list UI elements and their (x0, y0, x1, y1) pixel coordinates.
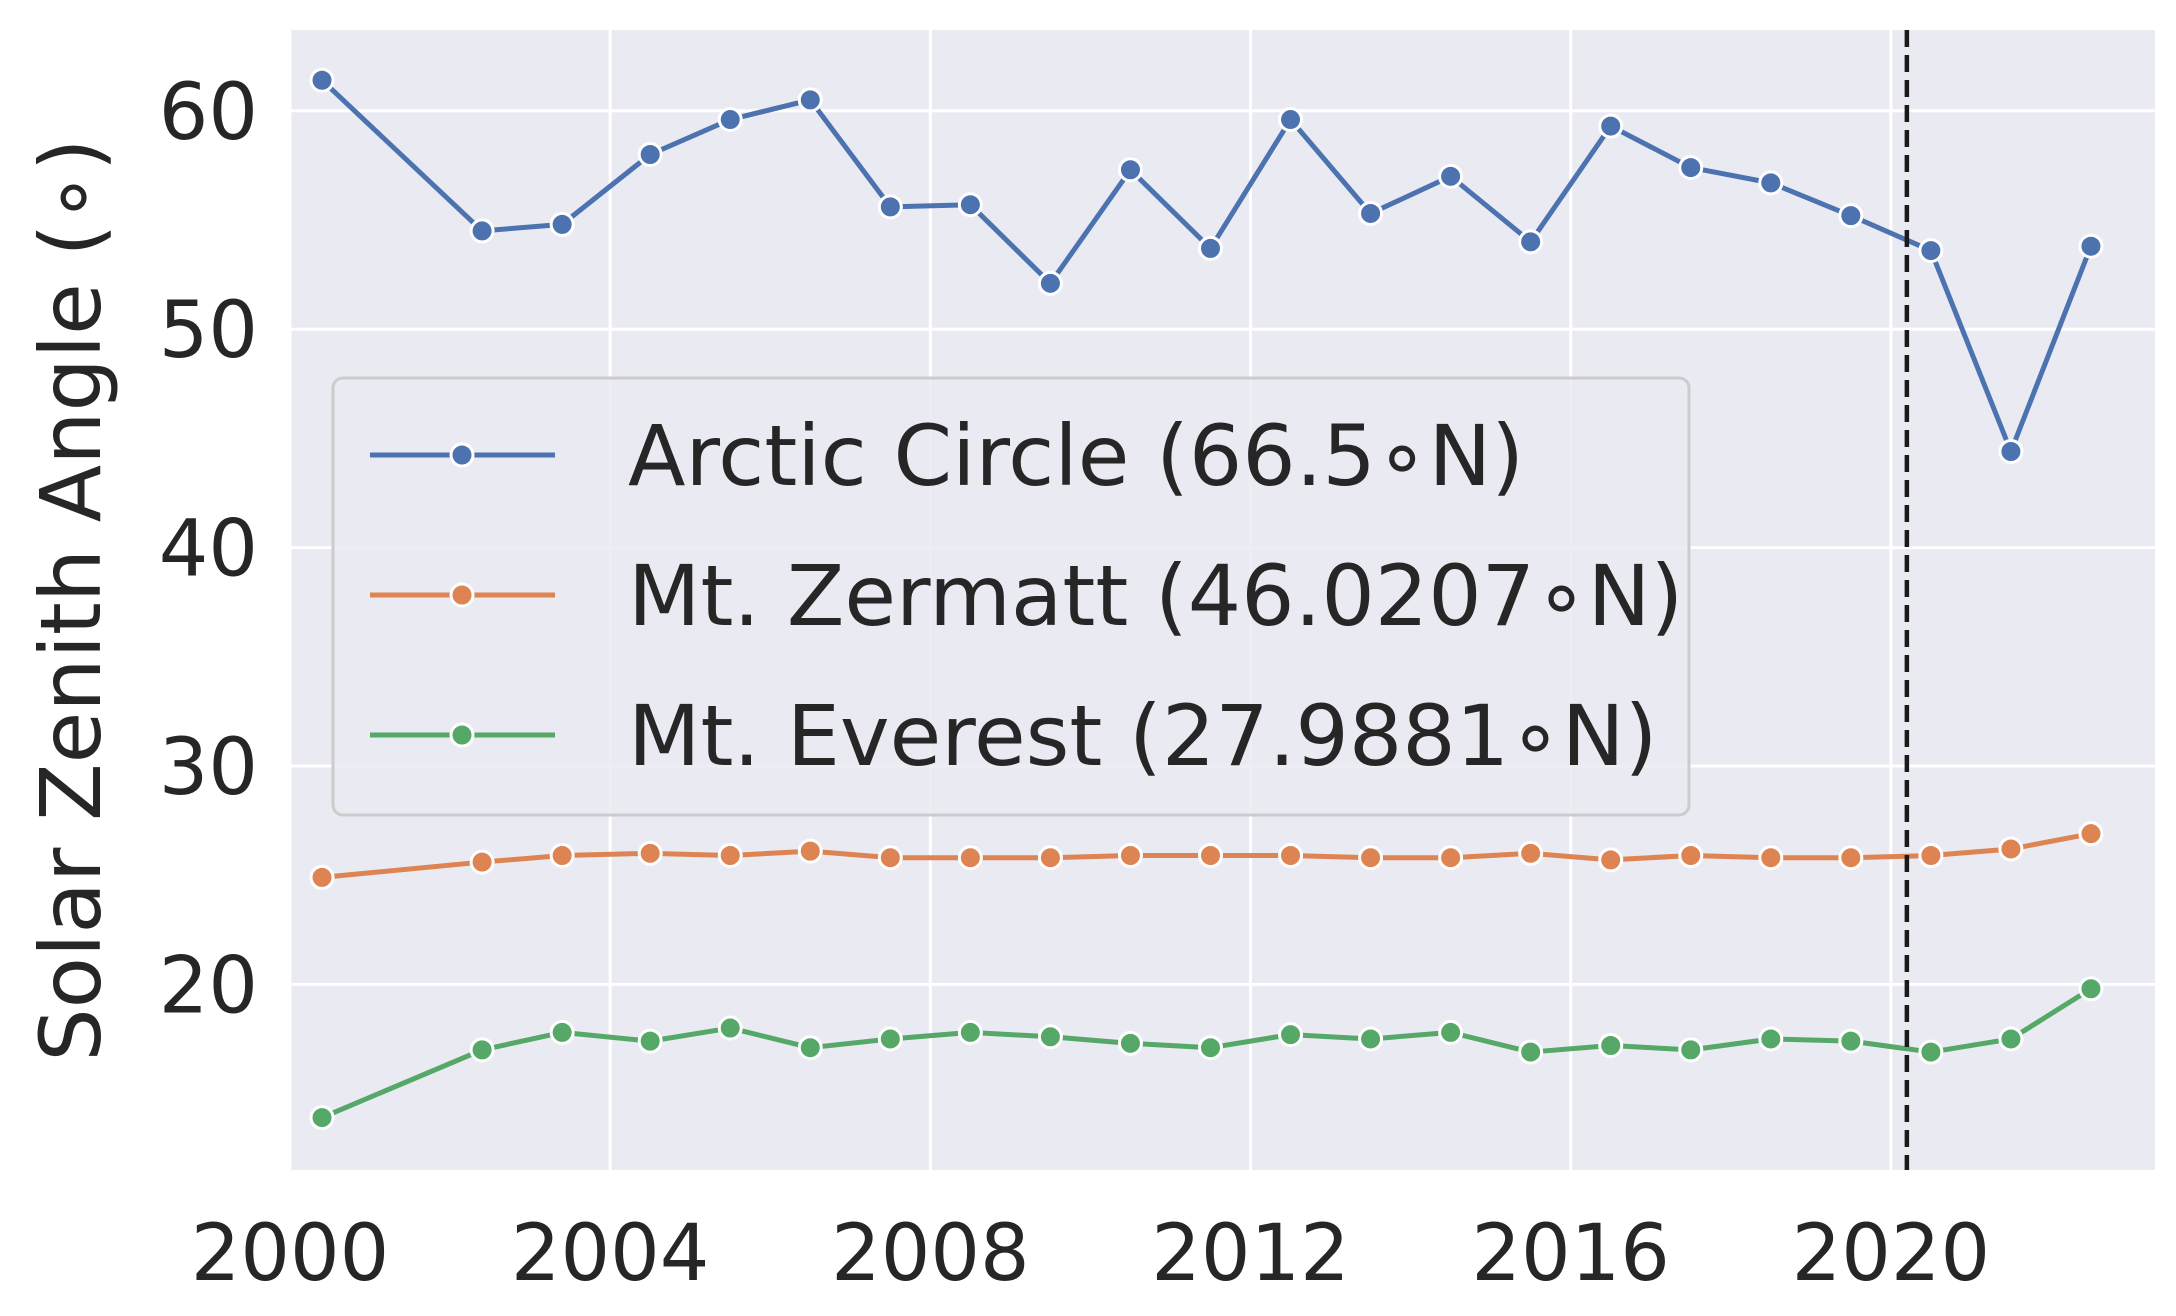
data-point (2078, 976, 2104, 1002)
x-axis-ticks: 2000 2004 2008 2012 2016 2020 (191, 1209, 1990, 1299)
data-point (1117, 843, 1143, 869)
x-tick-label: 2000 (191, 1209, 390, 1299)
data-point (1758, 170, 1784, 196)
series-line (321, 986, 2093, 1120)
data-point (1438, 1019, 1464, 1045)
data-point (1438, 845, 1464, 871)
data-point (549, 211, 575, 237)
data-point (549, 843, 575, 869)
data-point (1998, 438, 2024, 464)
data-point (1998, 836, 2024, 862)
x-tick-label: 2008 (831, 1209, 1030, 1299)
data-point (1838, 203, 1864, 229)
data-point (469, 849, 495, 875)
data-point (957, 845, 983, 871)
data-point (1598, 113, 1624, 139)
legend: Arctic Circle (66.5∘N) Mt. Zermatt (46.02… (331, 376, 1691, 817)
y-tick-label: 30 (159, 723, 258, 813)
data-point (469, 218, 495, 244)
data-point (1358, 200, 1384, 226)
data-point (309, 67, 335, 93)
data-point (1518, 229, 1544, 255)
data-point (1598, 1033, 1624, 1059)
data-point (1197, 235, 1223, 261)
data-point (1117, 1030, 1143, 1056)
data-point (1358, 845, 1384, 871)
data-point (637, 1028, 663, 1054)
y-tick-label: 40 (159, 505, 258, 595)
data-point (1838, 845, 1864, 871)
data-point (957, 1019, 983, 1045)
data-point (1758, 845, 1784, 871)
y-axis-label: Solar Zenith Angle (∘) (22, 138, 120, 1061)
data-point (717, 843, 743, 869)
data-point (1037, 270, 1063, 296)
series-layer (309, 67, 2104, 1131)
data-point (1037, 1024, 1063, 1050)
data-point (1678, 155, 1704, 181)
legend-label: Mt. Everest (27.9881∘N) (628, 687, 1657, 785)
data-point (1278, 1022, 1304, 1048)
data-point (309, 864, 335, 890)
x-tick-label: 2016 (1471, 1209, 1670, 1299)
data-point (1197, 1035, 1223, 1061)
data-point (2078, 821, 2104, 847)
data-point (877, 194, 903, 220)
legend-label: Mt. Zermatt (46.0207∘N) (628, 547, 1683, 645)
series-2 (309, 976, 2104, 1131)
legend-box (331, 376, 1691, 817)
data-point (1278, 107, 1304, 133)
data-point (1197, 843, 1223, 869)
y-tick-label: 20 (159, 941, 258, 1031)
x-tick-label: 2020 (1792, 1209, 1991, 1299)
y-tick-label: 50 (159, 286, 258, 376)
data-point (797, 1035, 823, 1061)
data-point (2078, 233, 2104, 259)
legend-marker (449, 582, 475, 608)
data-point (637, 840, 663, 866)
data-point (1678, 843, 1704, 869)
data-point (1037, 845, 1063, 871)
data-point (1678, 1037, 1704, 1063)
data-point (1518, 1039, 1544, 1065)
data-point (877, 1026, 903, 1052)
legend-marker (449, 442, 475, 468)
y-tick-label: 60 (159, 68, 258, 158)
legend-label: Arctic Circle (66.5∘N) (628, 407, 1524, 505)
data-point (309, 1105, 335, 1131)
data-point (549, 1019, 575, 1045)
data-point (717, 107, 743, 133)
data-point (1117, 157, 1143, 183)
data-point (469, 1037, 495, 1063)
data-point (717, 1015, 743, 1041)
data-point (1598, 847, 1624, 873)
data-point (957, 192, 983, 218)
data-point (1838, 1028, 1864, 1054)
data-point (797, 838, 823, 864)
data-point (797, 87, 823, 113)
series-1 (309, 821, 2104, 890)
data-point (1518, 840, 1544, 866)
data-point (1438, 163, 1464, 189)
data-point (637, 141, 663, 167)
data-point (1758, 1026, 1784, 1052)
data-point (1998, 1026, 2024, 1052)
data-point (1918, 1039, 1944, 1065)
data-point (1918, 238, 1944, 264)
data-point (1278, 843, 1304, 869)
legend-marker (449, 722, 475, 748)
y-axis-ticks: 20 30 40 50 60 (159, 68, 258, 1032)
series-0 (309, 67, 2104, 464)
data-point (1918, 843, 1944, 869)
data-point (877, 845, 903, 871)
x-tick-label: 2012 (1151, 1209, 1350, 1299)
series-line (320, 78, 2094, 454)
series-line (321, 831, 2092, 880)
data-point (1358, 1026, 1384, 1052)
x-tick-label: 2004 (511, 1209, 710, 1299)
